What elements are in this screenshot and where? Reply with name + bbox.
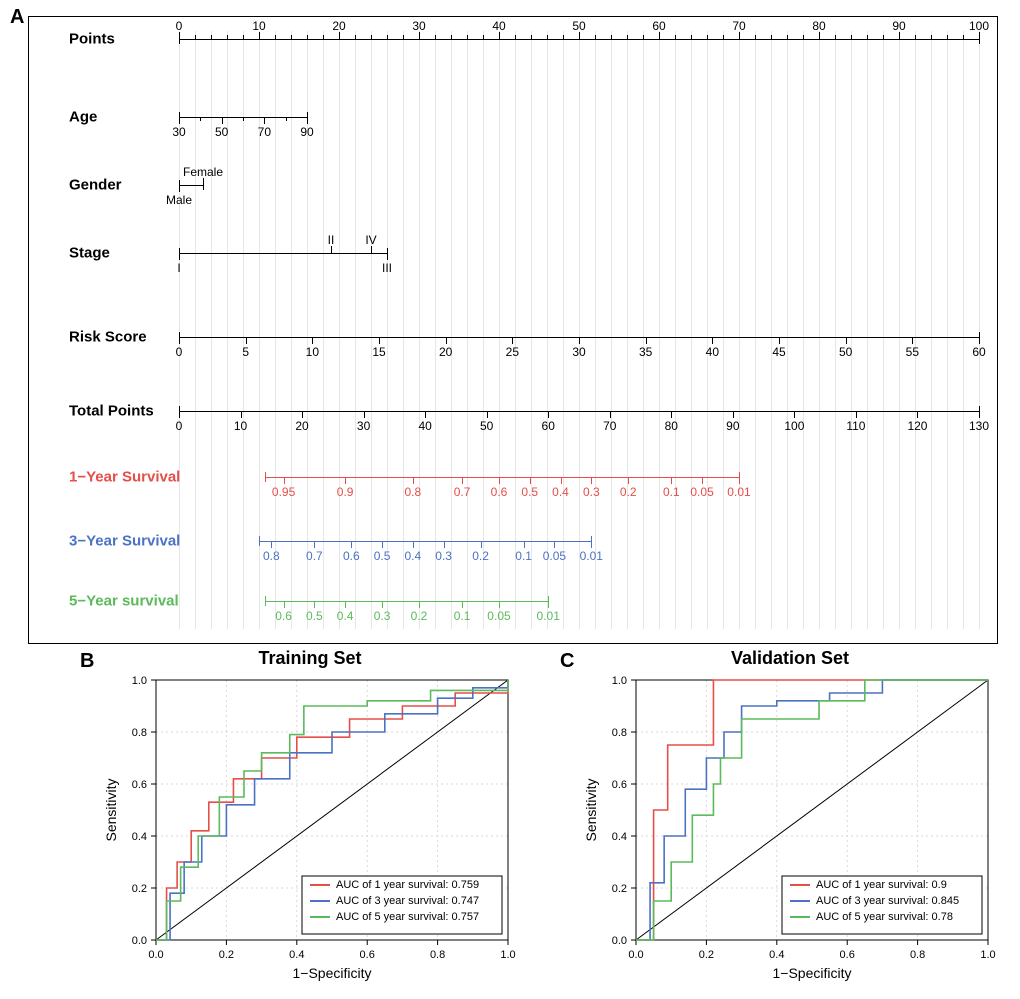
nomogram-plot-area [179,31,979,629]
nomogram-row-label: Stage [69,245,110,262]
nomogram-axis-surv1: 0.950.90.80.70.60.50.40.30.20.10.050.01 [265,477,739,478]
svg-text:Sensitivity: Sensitivity [103,778,119,841]
nomogram-row-label: Gender [69,177,122,194]
svg-text:0.4: 0.4 [289,949,304,961]
svg-text:0.0: 0.0 [628,949,643,961]
svg-text:0.2: 0.2 [612,883,627,895]
roc-training-title: Training Set [100,648,520,669]
svg-text:1−Specificity: 1−Specificity [293,965,372,981]
svg-text:0.2: 0.2 [132,883,147,895]
nomogram-axis-surv3: 0.80.70.60.50.40.30.20.10.050.01 [259,541,591,542]
svg-text:0.6: 0.6 [360,949,375,961]
svg-text:0.6: 0.6 [612,779,627,791]
nomogram-row-label: Points [69,31,115,48]
roc-validation-title: Validation Set [580,648,1000,669]
nomogram-axis-stage: IIIIIIIV [179,253,387,254]
nomogram-row-label: Risk Score [69,329,147,346]
svg-text:0.6: 0.6 [132,779,147,791]
nomogram-row-label: Total Points [69,403,154,420]
nomogram-axis-gender: MaleFemale [179,185,203,186]
nomogram-gridlines [179,31,979,629]
svg-text:0.4: 0.4 [612,831,627,843]
svg-text:0.0: 0.0 [612,935,627,947]
svg-text:AUC of 5 year survival: 0.78: AUC of 5 year survival: 0.78 [816,911,953,923]
panel-letter-b: B [80,650,94,673]
nomogram-row-label: 1−Year Survival [69,469,180,486]
svg-text:0.8: 0.8 [430,949,445,961]
svg-text:AUC of 3 year survival: 0.747: AUC of 3 year survival: 0.747 [336,895,479,907]
nomogram-row-label: Age [69,109,97,126]
svg-text:0.8: 0.8 [612,727,627,739]
svg-text:0.4: 0.4 [769,949,784,961]
svg-text:AUC of 3 year survival: 0.845: AUC of 3 year survival: 0.845 [816,895,959,907]
roc-validation-svg: 0.00.0 0.2 0.2 0.4 0.4 0.6 0.6 0.8 0.8 1.0 1.0 1−Sp… [580,648,1000,988]
panel-letter-c: C [560,650,574,673]
svg-text:1.0: 1.0 [980,949,995,961]
svg-text:AUC of 1 year survival: 0.759: AUC of 1 year survival: 0.759 [336,879,479,891]
svg-text:1.0: 1.0 [500,949,515,961]
nomogram-axis-age: 30507090 [179,117,307,118]
svg-text:0.2: 0.2 [219,949,234,961]
roc-training-panel: Training Set 0.00.0 0.2 0.2 0.4 0.4 0.6 0.6 0.8… [100,648,520,988]
svg-text:AUC of 5 year survival: 0.757: AUC of 5 year survival: 0.757 [336,911,479,923]
svg-text:0.8: 0.8 [910,949,925,961]
nomogram-axis-total: 0102030405060708090100110120130 [179,411,979,412]
svg-text:Sensitivity: Sensitivity [583,778,599,841]
roc-validation-panel: Validation Set 0.00.00.20.20.40.40.60.60… [580,648,1000,988]
svg-text:0.0: 0.0 [148,949,163,961]
svg-text:1.0: 1.0 [612,675,627,687]
nomogram-axis-risk: 051015202530354045505560 [179,337,979,338]
roc-training-svg: 0.00.0 0.2 0.2 0.4 0.4 0.6 0.6 0.8 0.8 1.0 1.0 1−Sp… [100,648,520,988]
panel-letter-a: A [10,6,24,29]
svg-text:0.4: 0.4 [132,831,147,843]
nomogram-panel: Points 0102030405060708090100 Age 30507090 G… [28,16,998,644]
nomogram-row-label: 3−Year Survival [69,533,180,550]
nomogram-axis-surv5: 0.60.50.40.30.20.10.050.01 [265,601,548,602]
svg-text:0.6: 0.6 [840,949,855,961]
svg-text:1.0: 1.0 [132,675,147,687]
svg-text:0.8: 0.8 [132,727,147,739]
nomogram-axis-points: 0102030405060708090100 [179,39,979,40]
svg-text:AUC of 1 year survival: 0.9: AUC of 1 year survival: 0.9 [816,879,947,891]
svg-text:1−Specificity: 1−Specificity [773,965,852,981]
nomogram-row-label: 5−Year survival [69,593,179,610]
svg-text:0.0: 0.0 [132,935,147,947]
svg-text:0.2: 0.2 [699,949,714,961]
